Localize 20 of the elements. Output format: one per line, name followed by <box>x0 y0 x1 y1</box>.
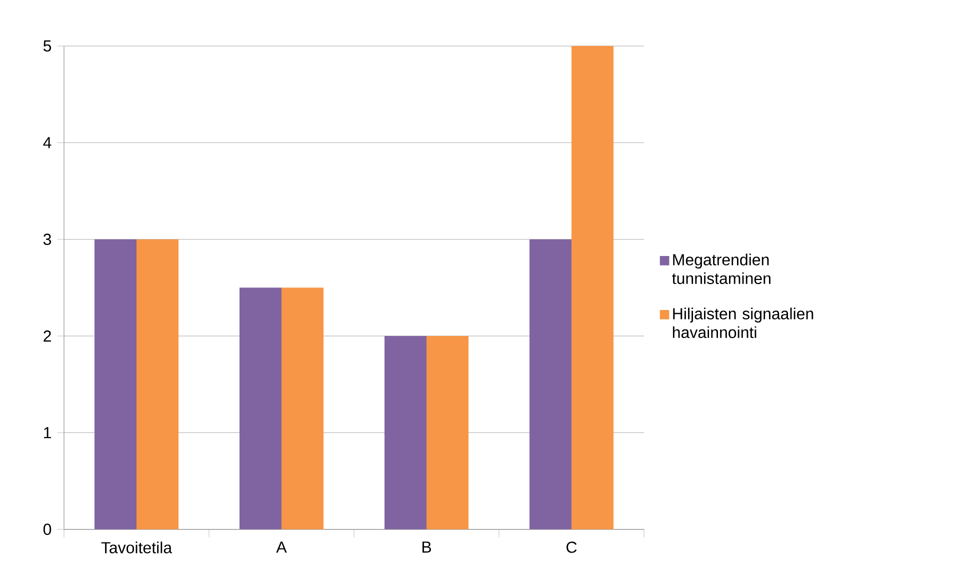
legend-label: Megatrendien tunnistaminen <box>672 254 770 284</box>
x-tick-label: Tavoitetila <box>101 542 172 554</box>
bar <box>530 239 572 530</box>
bar <box>94 239 136 530</box>
bar <box>240 288 282 530</box>
legend-label: Hiljaisten signaalien havainnointi <box>672 308 814 338</box>
bar <box>282 288 324 530</box>
x-tick-label: A <box>276 542 287 553</box>
x-tick-label: B <box>422 542 431 553</box>
y-tick-label: 3 <box>43 234 52 245</box>
y-tick-label: 5 <box>43 40 52 52</box>
x-tick-label: C <box>566 542 577 553</box>
bar <box>136 239 178 530</box>
y-tick-label: 1 <box>44 427 51 438</box>
bar <box>426 336 469 530</box>
bar <box>572 46 614 530</box>
y-tick-label: 4 <box>43 137 52 148</box>
bar <box>384 336 427 530</box>
y-tick-label: 0 <box>43 524 52 535</box>
y-tick-label: 2 <box>44 330 51 342</box>
